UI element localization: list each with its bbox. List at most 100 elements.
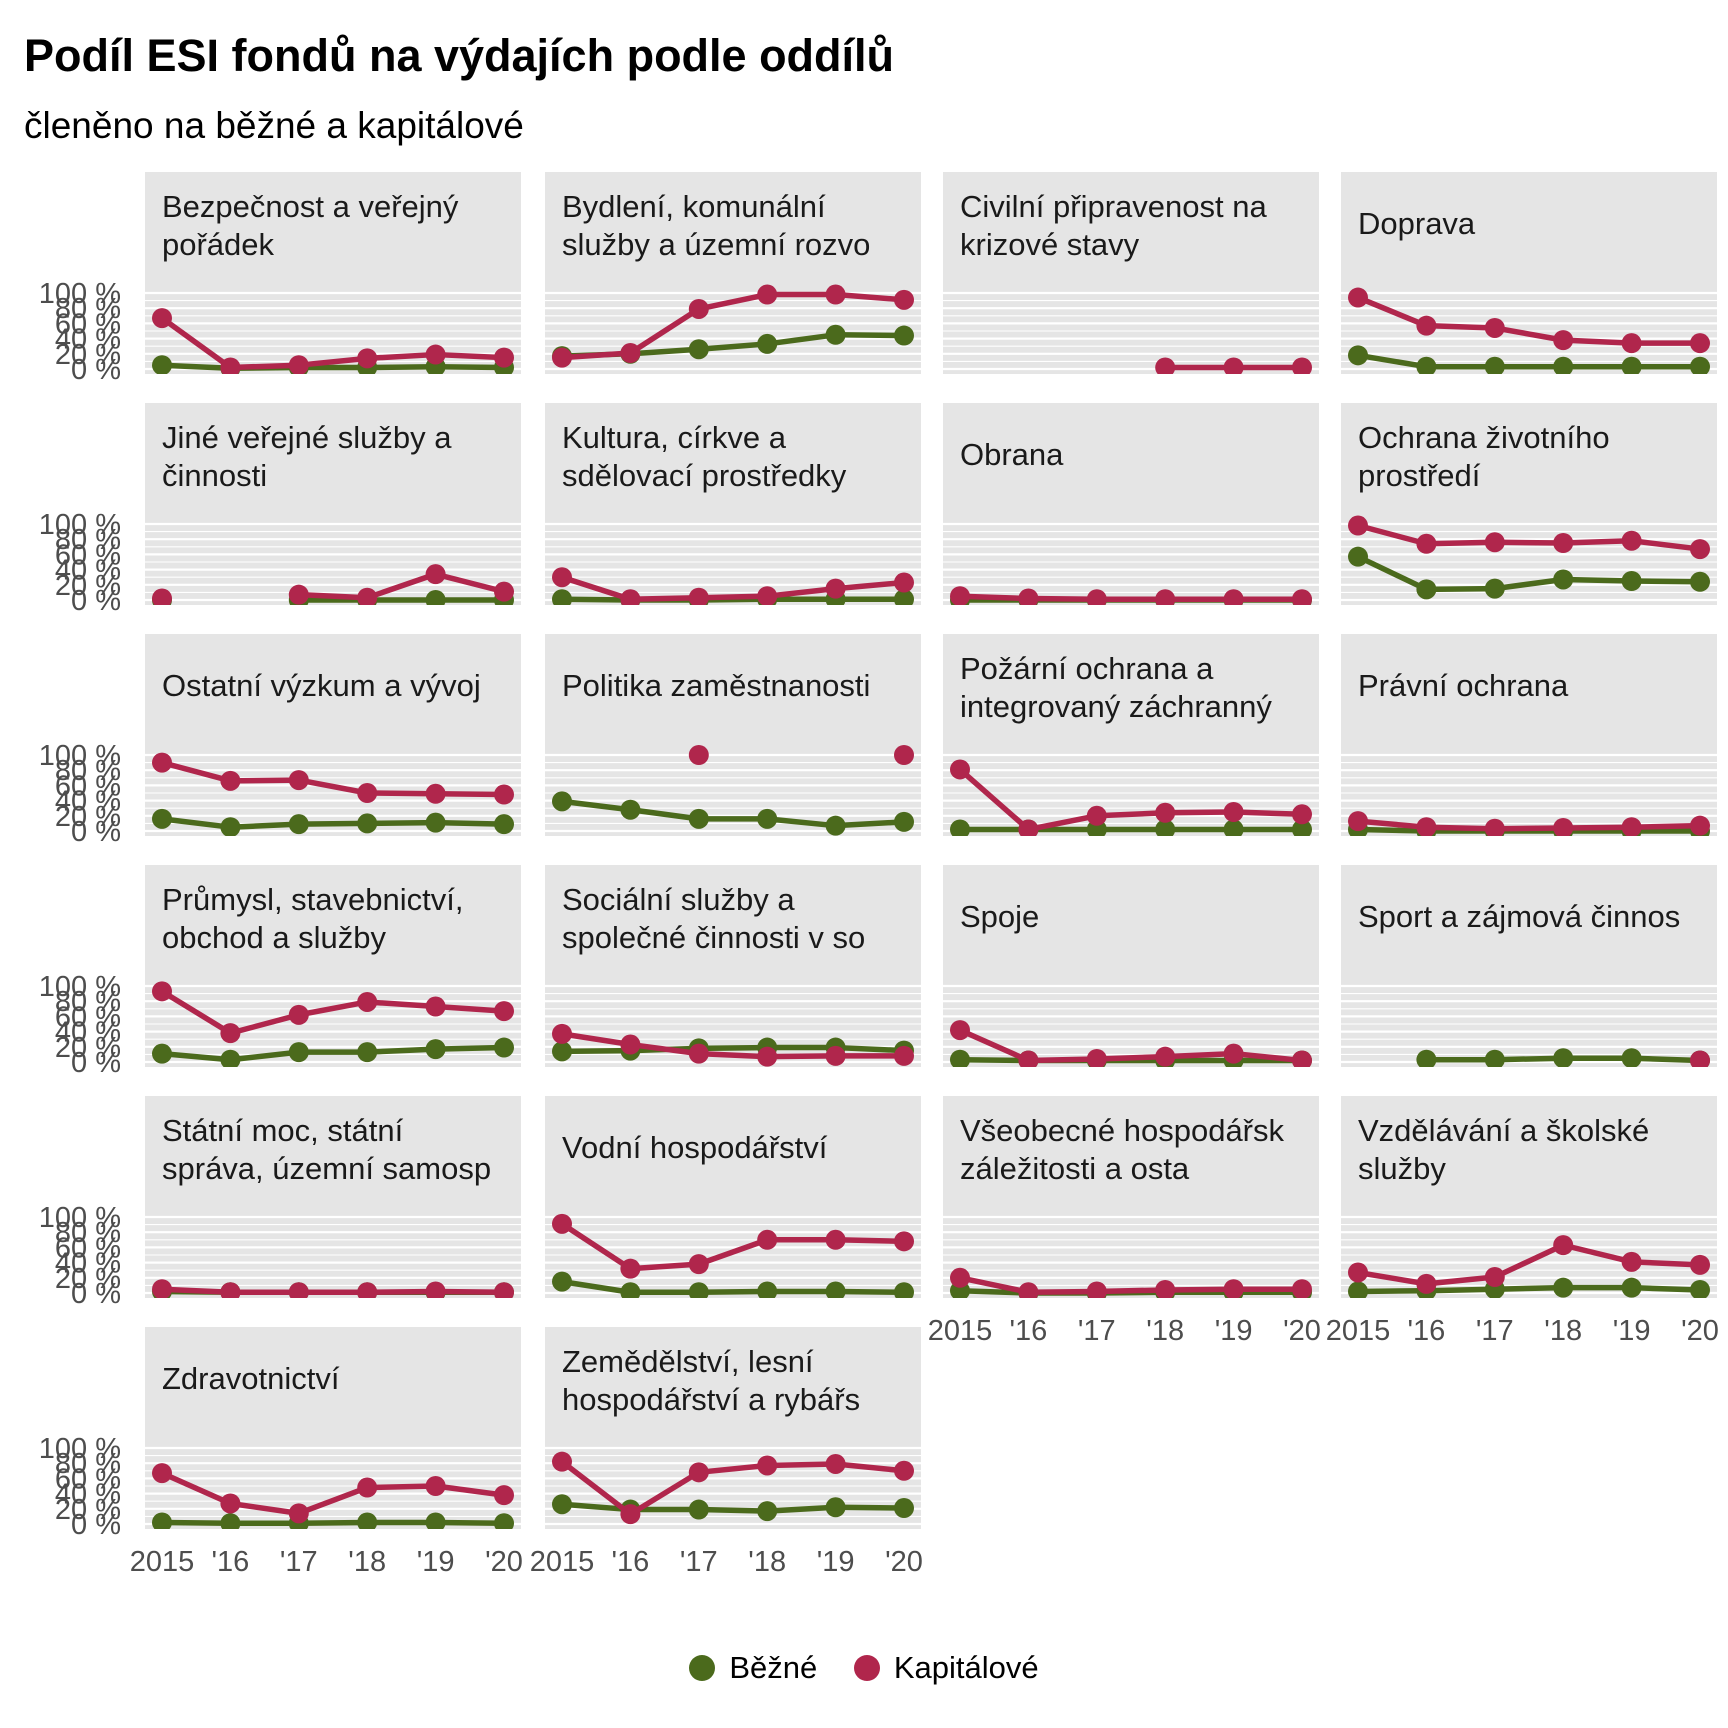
y-tick-label: 80 % bbox=[55, 1217, 121, 1249]
bezne-line bbox=[227, 821, 302, 830]
kapitalove-line bbox=[559, 1458, 634, 1517]
x-tick-label: '17 bbox=[1078, 1315, 1116, 1347]
bezne-point bbox=[1416, 579, 1437, 600]
bezne-point bbox=[757, 808, 778, 829]
strip-title-line: činnosti bbox=[162, 458, 267, 493]
kapitalove-point bbox=[1155, 802, 1176, 823]
bezne-point bbox=[152, 355, 172, 374]
bezne-point bbox=[1348, 345, 1368, 366]
kapitalove-point bbox=[1621, 530, 1642, 551]
strip-title: Vodní hospodářství bbox=[562, 1130, 828, 1165]
kapitalove-line bbox=[1560, 537, 1635, 546]
bezne-point bbox=[1155, 819, 1176, 836]
kapitalove-line bbox=[296, 1484, 370, 1517]
kapitalove-line bbox=[296, 591, 370, 601]
bezne-point bbox=[220, 1049, 241, 1067]
kapitalove-point bbox=[494, 784, 514, 805]
kapitalove-point bbox=[1690, 539, 1710, 560]
x-tick-label: '19 bbox=[1215, 1315, 1253, 1347]
kapitalove-point bbox=[825, 1453, 846, 1474]
kapitalove-point bbox=[1018, 588, 1039, 605]
bezne-line bbox=[364, 1046, 439, 1055]
bezne-line bbox=[296, 1519, 370, 1526]
kapitalove-point bbox=[288, 1282, 309, 1298]
kapitalove-point bbox=[1348, 1262, 1368, 1283]
kapitalove-point bbox=[1484, 1267, 1505, 1288]
bezne-point bbox=[688, 1499, 709, 1520]
kapitalove-line bbox=[957, 1027, 1032, 1064]
bezne-line bbox=[1355, 553, 1430, 593]
bezne-line bbox=[1560, 576, 1635, 584]
kapitalove-point bbox=[688, 745, 709, 765]
kapitalove-point bbox=[757, 1046, 778, 1067]
strip-title-line: Vzdělávání a školské bbox=[1358, 1113, 1649, 1148]
bezne-point bbox=[825, 1281, 846, 1298]
series-layer bbox=[950, 759, 1312, 836]
kapitalove-line bbox=[432, 1288, 507, 1295]
bezne-point bbox=[1348, 546, 1368, 567]
series-layer bbox=[1348, 1235, 1710, 1298]
facet-panel: Sport a zájmová činnos bbox=[1341, 865, 1717, 1067]
kapitalove-line bbox=[1628, 1259, 1703, 1268]
bezne-point bbox=[357, 1512, 378, 1529]
series-layer bbox=[152, 564, 514, 605]
panel-background bbox=[1341, 172, 1717, 374]
bezne-point bbox=[425, 1512, 446, 1529]
kapitalove-line bbox=[1230, 1050, 1305, 1064]
strip-title: Zemědělství, lesní hospodářství a rybářs bbox=[562, 1344, 860, 1417]
strip-title-line: pořádek bbox=[162, 227, 275, 262]
bezne-line bbox=[696, 341, 770, 352]
kapitalove-point bbox=[220, 1282, 241, 1298]
kapitalove-point bbox=[1155, 357, 1176, 374]
y-tick-label: 60 % bbox=[55, 1463, 121, 1495]
strip-title-line: Průmysl, stavebnictví, bbox=[162, 882, 463, 917]
strip-title-line: společné činnosti v so bbox=[562, 920, 865, 955]
kapitalove-line bbox=[432, 351, 507, 361]
kapitalove-line bbox=[364, 790, 439, 797]
facet-panel: Vzdělávání a školské služby 2015 '16 '17 '18 '… bbox=[1326, 1096, 1719, 1347]
kapitalove-point bbox=[152, 588, 172, 605]
x-tick-label: '17 bbox=[280, 1546, 318, 1578]
bezne-line bbox=[159, 1519, 234, 1526]
kapitalove-point bbox=[894, 572, 914, 593]
bezne-line bbox=[432, 1044, 507, 1052]
kapitalove-line bbox=[764, 1461, 839, 1469]
legend: Běžné Kapitálové bbox=[0, 1650, 1728, 1689]
bezne-point bbox=[1484, 356, 1505, 374]
facet-panel: Vodní hospodářství bbox=[545, 1096, 921, 1298]
strip-title: Sociální služby a společné činnosti v so bbox=[562, 882, 865, 955]
bezne-point bbox=[552, 1494, 572, 1515]
panel-background bbox=[145, 172, 521, 374]
kapitalove-point bbox=[288, 355, 309, 374]
kapitalove-point bbox=[1018, 1282, 1039, 1298]
bezne-line bbox=[159, 362, 234, 371]
facet-panel: Spoje bbox=[943, 865, 1319, 1067]
kapitalove-point bbox=[220, 1023, 241, 1044]
facet-panel: Zemědělství, lesní hospodářství a rybářs 2… bbox=[530, 1327, 923, 1578]
kapitalove-line bbox=[1423, 1274, 1498, 1287]
series-layer bbox=[552, 1023, 914, 1067]
kapitalove-point bbox=[1416, 315, 1437, 336]
x-tick-label: '17 bbox=[680, 1546, 718, 1578]
bezne-point bbox=[552, 791, 572, 812]
bezne-point bbox=[894, 1498, 914, 1519]
kapitalove-point bbox=[950, 759, 970, 780]
bezne-point bbox=[825, 324, 846, 345]
strip-title-line: služby a územní rozvo bbox=[562, 227, 870, 262]
kapitalove-line bbox=[696, 1462, 770, 1476]
x-tick-label: '18 bbox=[748, 1546, 786, 1578]
bezne-point bbox=[688, 1282, 709, 1298]
strip-title: Bydlení, komunální služby a územní rozvo bbox=[562, 189, 870, 262]
kapitalove-line bbox=[159, 759, 234, 784]
kapitalove-point bbox=[552, 1451, 572, 1472]
kapitalove-point bbox=[425, 344, 446, 365]
bezne-point bbox=[1621, 1277, 1642, 1298]
panel-background bbox=[545, 403, 921, 605]
bezne-point bbox=[1621, 356, 1642, 374]
kapitalove-point bbox=[357, 783, 378, 803]
x-tick-label: '20 bbox=[485, 1546, 523, 1578]
kapitalove-point bbox=[688, 1254, 709, 1275]
bezne-point bbox=[688, 808, 709, 829]
bezne-line bbox=[764, 332, 839, 347]
kapitalove-line bbox=[1355, 818, 1430, 830]
